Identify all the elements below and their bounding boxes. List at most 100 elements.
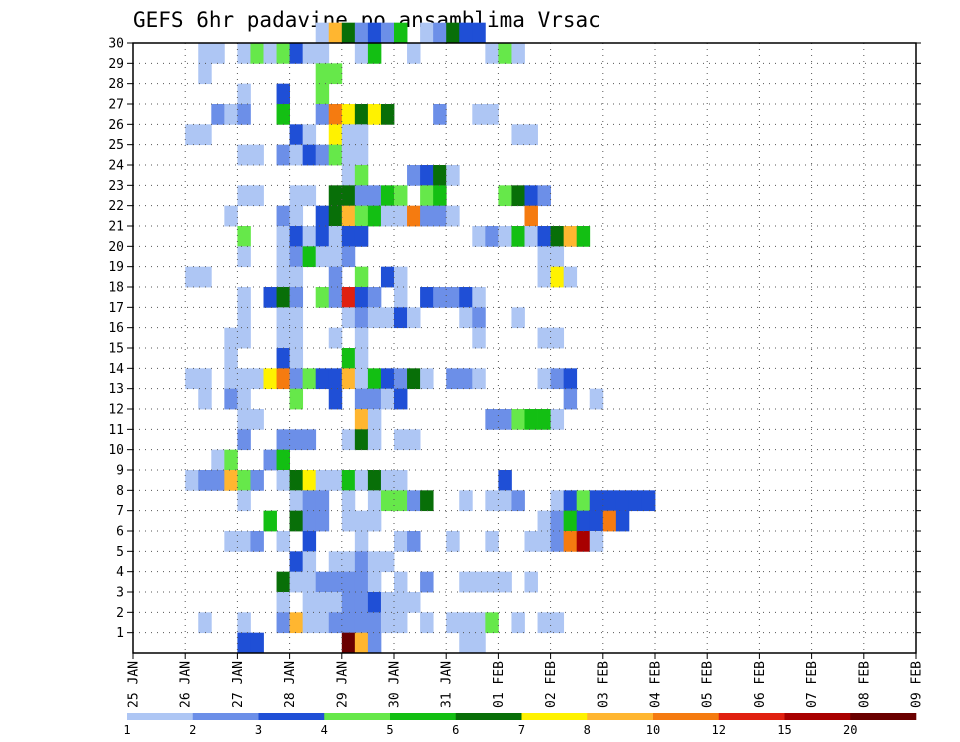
- heatmap-cell: [250, 470, 264, 491]
- heatmap-cell: [550, 266, 565, 288]
- x-tick-label: 31 JAN: [440, 661, 455, 708]
- heatmap-cell: [328, 104, 343, 125]
- heatmap-cell: [211, 104, 225, 125]
- colorbar-label: 1: [123, 723, 130, 737]
- heatmap-cell: [485, 612, 499, 634]
- heatmap-cell: [420, 571, 434, 593]
- heatmap-cell: [589, 531, 604, 552]
- heatmap-cell: [394, 490, 408, 512]
- heatmap-cell: [354, 327, 369, 349]
- heatmap-cell: [354, 185, 369, 207]
- heatmap-cell: [537, 510, 551, 532]
- heatmap-cell: [237, 43, 251, 64]
- colorbar-swatch: [192, 713, 259, 720]
- heatmap-cell: [302, 510, 317, 532]
- heatmap-cell: [224, 531, 238, 552]
- x-tick-label: 07 FEB: [805, 661, 820, 708]
- y-tick-label: 24: [108, 159, 124, 174]
- heatmap-cell: [289, 144, 304, 166]
- heatmap-cell: [198, 43, 212, 64]
- colorbar-swatch: [587, 713, 654, 720]
- heatmap-cell: [367, 551, 382, 573]
- heatmap-cell: [550, 490, 565, 512]
- heatmap-cell: [224, 388, 238, 410]
- colorbar-swatch: [718, 713, 785, 720]
- heatmap-cell: [485, 571, 499, 593]
- heatmap-cell: [315, 510, 330, 532]
- heatmap-cell: [433, 205, 447, 227]
- heatmap-cell: [563, 226, 578, 247]
- heatmap-cell: [550, 510, 565, 532]
- colorbar-label: 8: [584, 723, 591, 737]
- x-tick-label: 25 JAN: [127, 661, 142, 708]
- y-tick-label: 2: [116, 606, 124, 621]
- heatmap-cell: [394, 185, 408, 207]
- y-tick-label: 30: [108, 37, 124, 52]
- heatmap-cell: [576, 510, 591, 532]
- heatmap-cell: [472, 307, 486, 329]
- heatmap-cell: [315, 43, 330, 64]
- heatmap-cell: [328, 124, 343, 146]
- heatmap-cell: [354, 165, 369, 186]
- heatmap-cell: [459, 287, 473, 308]
- heatmap-cell: [289, 368, 304, 390]
- heatmap-cell: [407, 531, 421, 552]
- heatmap-cell: [537, 226, 551, 247]
- heatmap-cell: [250, 368, 264, 390]
- heatmap-cell: [289, 246, 304, 268]
- heatmap-cell: [433, 104, 447, 125]
- y-tick-label: 11: [108, 423, 124, 438]
- heatmap-cell: [380, 470, 395, 491]
- heatmap-cell: [446, 368, 460, 390]
- heatmap-cell: [367, 104, 382, 125]
- heatmap-cell: [354, 510, 369, 532]
- heatmap-cell: [289, 612, 304, 634]
- heatmap-cell: [302, 368, 317, 390]
- colorbar-label: 12: [712, 723, 726, 737]
- heatmap-cell: [315, 63, 330, 85]
- heatmap-cell: [302, 592, 317, 613]
- heatmap-cell: [394, 368, 408, 390]
- heatmap-cell: [367, 592, 382, 613]
- heatmap-cell: [185, 266, 199, 288]
- heatmap-cell: [550, 226, 565, 247]
- heatmap-cell: [289, 551, 304, 573]
- heatmap-cell: [302, 185, 317, 207]
- y-tick-label: 21: [108, 220, 124, 235]
- heatmap-cell: [289, 226, 304, 247]
- heatmap-cell: [250, 632, 264, 654]
- heatmap-cell: [289, 348, 304, 369]
- heatmap-cell: [550, 327, 565, 349]
- heatmap-cell: [354, 124, 369, 146]
- y-tick-label: 20: [108, 240, 124, 255]
- heatmap-cell: [394, 287, 408, 308]
- heatmap-cell: [302, 571, 317, 593]
- heatmap-cell: [485, 490, 499, 512]
- y-axis: 1234567891011121314151617181920212223242…: [108, 37, 921, 641]
- heatmap-cell: [237, 185, 251, 207]
- heatmap-cell: [315, 470, 330, 491]
- heatmap-cell: [433, 165, 447, 186]
- heatmap-cell: [237, 144, 251, 166]
- heatmap-cell: [250, 144, 264, 166]
- heatmap-cell: [341, 510, 356, 532]
- heatmap-cell: [263, 43, 277, 64]
- heatmap-cell: [628, 490, 643, 512]
- y-tick-label: 12: [108, 403, 124, 418]
- heatmap-cell: [407, 165, 421, 186]
- heatmap-cell: [472, 226, 486, 247]
- colorbar-label: 3: [255, 723, 262, 737]
- heatmap-cell: [185, 124, 199, 146]
- heatmap-cell: [354, 144, 369, 166]
- heatmap-cell: [524, 571, 538, 593]
- heatmap-cell: [367, 429, 382, 451]
- heatmap-cell: [407, 368, 421, 390]
- heatmap-cell: [198, 470, 212, 491]
- heatmap-cell: [446, 205, 460, 227]
- heatmap-cell: [380, 368, 395, 390]
- heatmap-cell: [276, 571, 290, 593]
- x-tick-label: 27 JAN: [231, 661, 246, 708]
- heatmap-cell: [420, 205, 434, 227]
- heatmap-cell: [341, 165, 356, 186]
- heatmap-cell: [524, 409, 538, 430]
